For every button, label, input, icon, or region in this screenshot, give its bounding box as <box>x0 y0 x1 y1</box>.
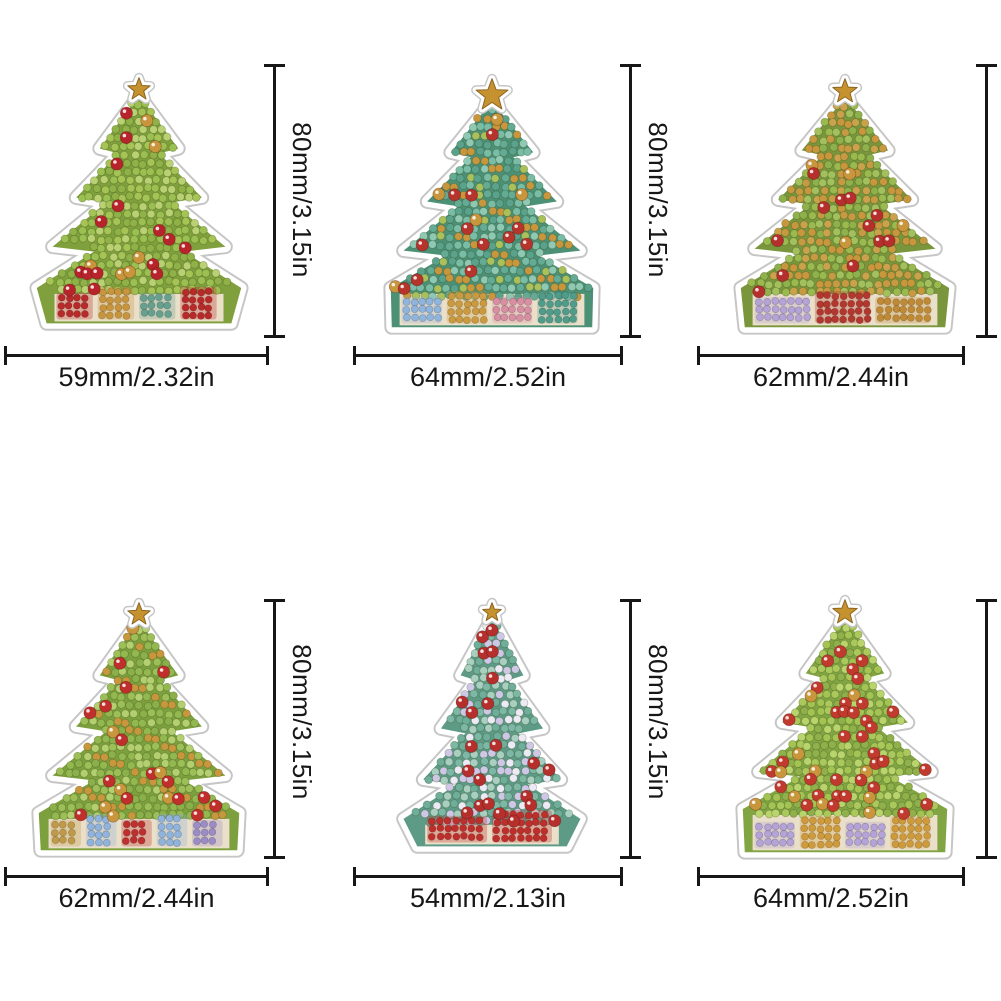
cell-main-1: 80mm/3.15in <box>0 52 333 348</box>
ornaments <box>62 106 192 297</box>
gift-boxes <box>55 287 217 320</box>
height-label: 80mm/3.15in <box>999 644 1001 800</box>
product-cell-6: 80mm/3.15in 64mm/2.52in <box>667 575 1001 915</box>
tree-area-6 <box>667 575 963 868</box>
horizontal-dimension-line: 62mm/2.44in <box>4 867 269 913</box>
cell-main-2: 80mm/3.15in <box>333 52 673 348</box>
height-label: 80mm/3.15in <box>999 122 1001 278</box>
christmas-tree-art-5 <box>396 597 588 854</box>
star-icon <box>122 597 155 629</box>
width-dimension-6: 64mm/2.52in <box>667 867 1001 915</box>
height-label: 80mm/3.15in <box>643 644 673 800</box>
ornaments <box>455 623 562 828</box>
gift-boxes <box>401 290 578 325</box>
height-label: 80mm/3.15in <box>287 644 317 800</box>
horizontal-dimension-line: 64mm/2.52in <box>697 867 965 913</box>
christmas-tree-art-3 <box>733 73 957 335</box>
width-label: 62mm/2.44in <box>752 362 910 392</box>
product-cell-1: 80mm/3.15in 59mm/2.32in <box>0 52 333 394</box>
ornaments <box>752 158 910 299</box>
product-cell-4: 80mm/3.15in 62mm/2.44in <box>0 575 333 915</box>
cell-main-4: 80mm/3.15in <box>0 575 333 869</box>
vertical-dimension-line <box>620 599 641 859</box>
horizontal-dimension-line: 64mm/2.52in <box>353 346 623 392</box>
gift-boxes <box>50 813 223 847</box>
vertical-dimension-line <box>620 64 641 338</box>
vertical-dimension-line <box>264 64 285 338</box>
product-cell-2: 80mm/3.15in 64mm/2.52in <box>333 52 673 394</box>
christmas-tree-art-2 <box>383 73 601 335</box>
width-dimension-1: 59mm/2.32in <box>0 346 333 394</box>
height-dimension-4: 80mm/3.15in <box>264 575 333 869</box>
horizontal-dimension-line: 62mm/2.44in <box>697 346 965 392</box>
star-icon <box>471 73 513 114</box>
christmas-tree-art-1 <box>28 72 249 331</box>
horizontal-dimension-line: 54mm/2.13in <box>353 867 623 913</box>
height-label: 80mm/3.15in <box>287 122 317 278</box>
vertical-dimension-line <box>976 599 997 859</box>
width-dimension-5: 54mm/2.13in <box>333 867 667 915</box>
star-icon <box>477 597 507 626</box>
tree-area-4 <box>0 575 277 868</box>
product-cell-3: 80mm/3.15in 62mm/2.44in <box>667 52 1001 394</box>
height-dimension-2: 80mm/3.15in <box>611 52 673 348</box>
cell-main-6: 80mm/3.15in <box>667 575 1001 869</box>
horizontal-dimension-line: 59mm/2.32in <box>4 346 269 392</box>
ornaments <box>388 112 534 295</box>
christmas-tree-art-6 <box>735 594 955 860</box>
tree-area-2 <box>333 52 611 345</box>
width-label: 64mm/2.52in <box>409 362 567 392</box>
width-dimension-4: 62mm/2.44in <box>0 867 333 915</box>
height-dimension-5: 80mm/3.15in <box>611 575 673 869</box>
width-dimension-3: 62mm/2.44in <box>667 346 1001 394</box>
tree-area-5 <box>333 575 611 868</box>
cell-main-5: 80mm/3.15in <box>333 575 673 869</box>
width-dimension-2: 64mm/2.52in <box>333 346 667 394</box>
tree-area-1 <box>0 52 277 345</box>
height-dimension-3: 80mm/3.15in <box>963 52 1001 348</box>
star-icon <box>122 72 155 104</box>
christmas-tree-art-4 <box>30 597 247 858</box>
star-icon <box>827 73 863 107</box>
gift-boxes <box>754 815 932 849</box>
star-icon <box>827 594 863 628</box>
height-label: 80mm/3.15in <box>643 122 673 278</box>
vertical-dimension-line <box>976 64 997 338</box>
product-cell-5: 80mm/3.15in 54mm/2.13in <box>333 575 673 915</box>
tree-area-3 <box>667 52 963 345</box>
gift-boxes <box>427 810 552 843</box>
width-label: 64mm/2.52in <box>752 883 910 913</box>
height-dimension-6: 80mm/3.15in <box>963 575 1001 869</box>
width-label: 62mm/2.44in <box>58 883 215 913</box>
cell-main-3: 80mm/3.15in <box>667 52 1001 348</box>
height-dimension-1: 80mm/3.15in <box>264 52 333 348</box>
vertical-dimension-line <box>264 599 285 859</box>
width-label: 54mm/2.13in <box>409 883 567 913</box>
ornaments <box>73 621 222 823</box>
width-label: 59mm/2.32in <box>58 362 215 392</box>
gift-boxes <box>754 290 932 325</box>
ornaments <box>749 645 934 820</box>
